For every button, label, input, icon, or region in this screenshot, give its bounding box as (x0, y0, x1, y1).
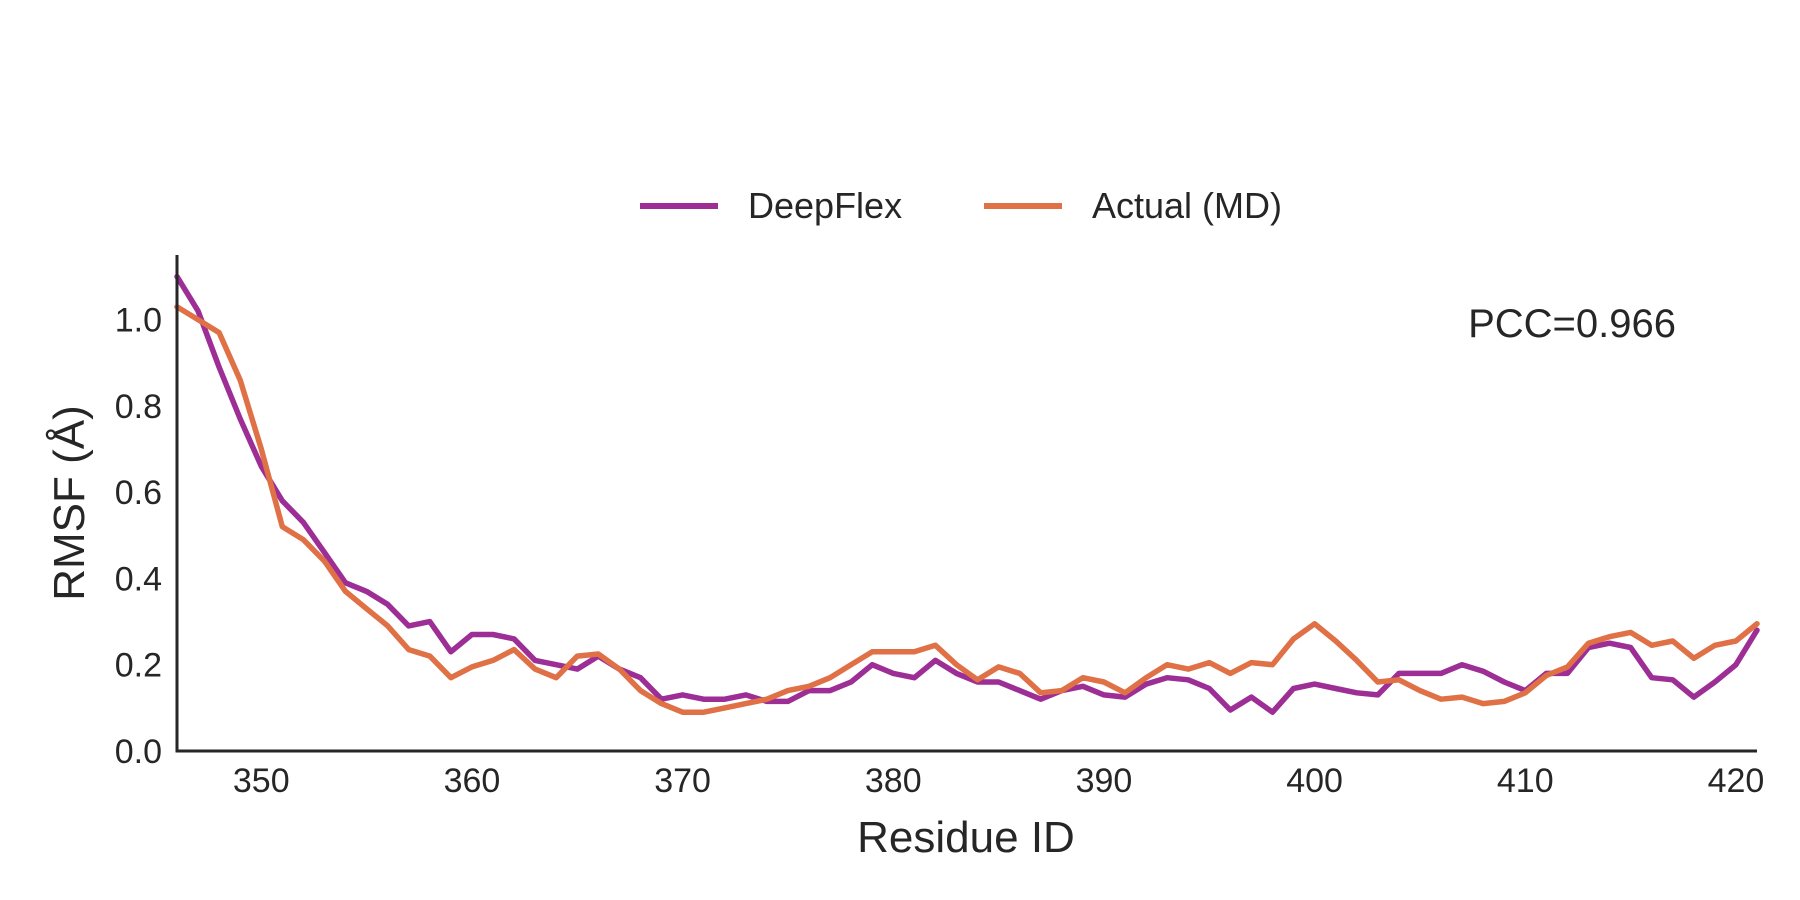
x-tick-label: 410 (1497, 762, 1554, 800)
y-tick-label: 0.0 (115, 733, 162, 771)
y-axis-title: RMSF (Å) (45, 405, 94, 601)
y-tick-label: 0.2 (115, 647, 162, 685)
x-tick-label: 390 (1076, 762, 1133, 800)
x-tick-label: 400 (1286, 762, 1343, 800)
x-axis-title: Residue ID (857, 813, 1075, 862)
x-tick-label: 350 (233, 762, 290, 800)
legend-label-actual-md: Actual (MD) (1092, 185, 1282, 226)
x-tick-label: 360 (444, 762, 501, 800)
x-tick-label: 370 (654, 762, 711, 800)
series-line-actual-md (174, 304, 1760, 715)
series-line-deepflex (174, 273, 1760, 715)
series-group (174, 273, 1760, 715)
y-tick-label: 0.6 (115, 474, 162, 512)
y-tick-label: 0.8 (115, 388, 162, 426)
pcc-annotation: PCC=0.966 (1468, 302, 1676, 346)
legend-label-deepflex: DeepFlex (748, 185, 902, 226)
x-tick-label: 420 (1708, 762, 1765, 800)
legend: DeepFlex Actual (MD) (640, 185, 1282, 226)
x-tick-labels: 350 360 370 380 390 400 410 420 (233, 762, 1764, 800)
y-tick-labels: 0.0 0.2 0.4 0.6 0.8 1.0 (115, 302, 162, 771)
y-tick-label: 1.0 (115, 302, 162, 340)
y-tick-label: 0.4 (115, 560, 162, 598)
x-tick-label: 380 (865, 762, 922, 800)
